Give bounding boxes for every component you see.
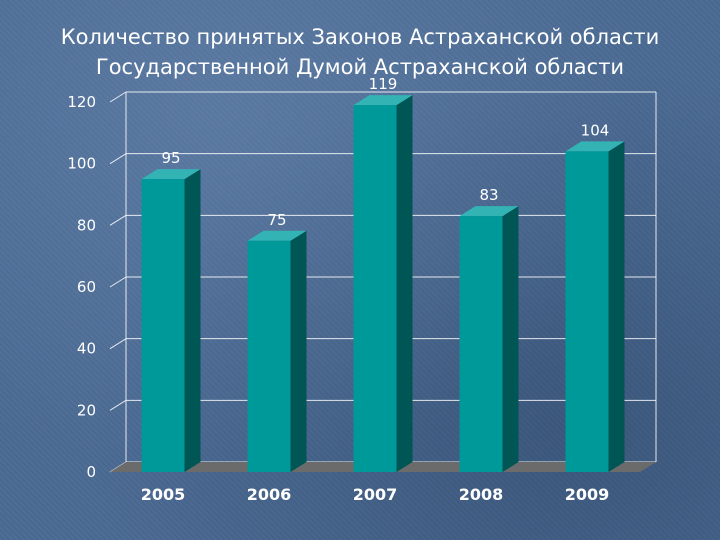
- bar: [565, 151, 609, 473]
- y-tick-label: 60: [77, 278, 96, 296]
- chart-title-line-2: Государственной Думой Астраханской облас…: [95, 55, 625, 79]
- bar-top: [141, 169, 201, 180]
- data-label: 119: [369, 75, 398, 93]
- y-tick-label: 20: [77, 401, 96, 419]
- bar: [141, 179, 185, 473]
- y-tick-label: 40: [77, 340, 96, 358]
- chart-title-line-1: Количество принятых Законов Астраханской…: [60, 25, 660, 49]
- bar-side: [184, 169, 201, 473]
- bar: [353, 105, 397, 472]
- gridline-depth: [109, 338, 127, 350]
- gridline-depth: [109, 153, 127, 165]
- y-tick-label: 120: [67, 93, 96, 111]
- gridline-depth: [109, 276, 127, 288]
- data-label: 83: [479, 186, 498, 204]
- gridline-depth: [109, 91, 127, 103]
- x-tick-label: 2005: [141, 485, 186, 504]
- bar: [247, 240, 291, 472]
- bar-top: [247, 230, 307, 241]
- bar-side: [396, 95, 413, 472]
- y-tick-label: 0: [86, 463, 96, 481]
- x-tick-label: 2008: [459, 485, 504, 504]
- y-tick-label: 80: [77, 216, 96, 234]
- x-tick-label: 2009: [565, 485, 610, 504]
- bar-side: [608, 141, 625, 473]
- gridline-depth: [109, 399, 127, 411]
- data-label: 95: [161, 149, 180, 167]
- x-tick-label: 2007: [353, 485, 398, 504]
- data-label: 75: [267, 211, 286, 229]
- chart-title: Количество принятых Законов Астраханской…: [0, 22, 720, 82]
- bar-top: [353, 95, 413, 106]
- y-tick-label: 100: [67, 155, 96, 173]
- bar-side: [502, 206, 519, 473]
- bar: [459, 216, 503, 472]
- bar-side: [290, 230, 307, 472]
- bar-top: [459, 206, 519, 217]
- x-tick-label: 2006: [247, 485, 292, 504]
- data-label: 104: [581, 121, 610, 139]
- bar-top: [565, 141, 625, 152]
- gridline-depth: [109, 214, 127, 226]
